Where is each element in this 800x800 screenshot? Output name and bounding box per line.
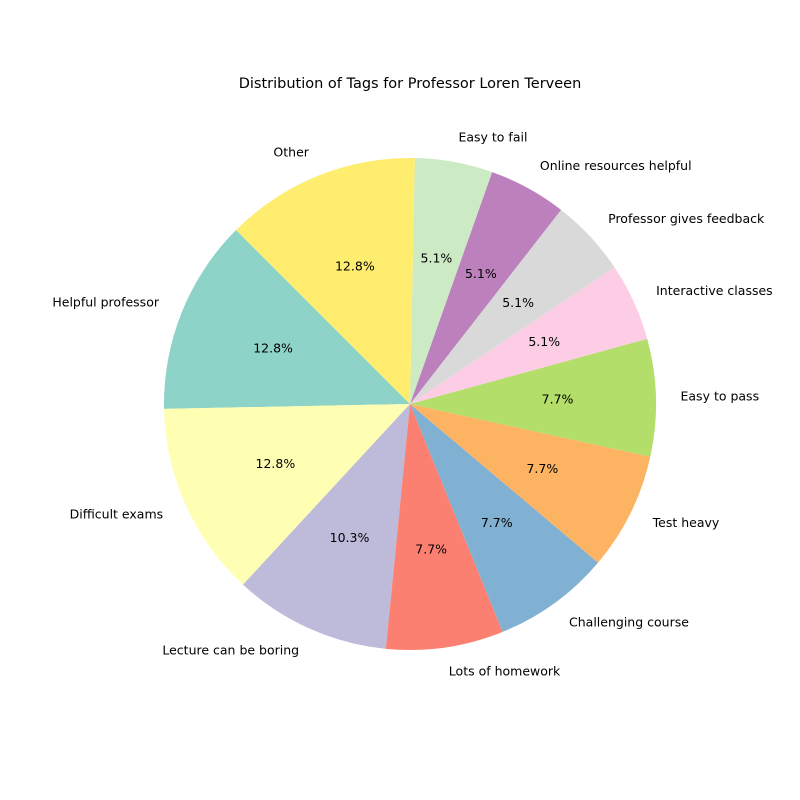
chart-title: Distribution of Tags for Professor Loren…: [239, 76, 582, 92]
percent-label: 7.7%: [415, 542, 447, 557]
percent-label: 12.8%: [335, 259, 375, 274]
percent-label: 7.7%: [542, 392, 574, 407]
category-label: Lots of homework: [449, 663, 561, 678]
percent-label: 5.1%: [502, 295, 534, 310]
category-label: Interactive classes: [656, 283, 773, 298]
percent-label: 5.1%: [465, 266, 497, 281]
category-label: Easy to fail: [458, 129, 527, 144]
pie-slice-interactive-classes: [410, 267, 648, 404]
pie-slice-lecture-can-be-boring: [243, 404, 410, 649]
percent-label: 7.7%: [526, 461, 558, 476]
category-label: Online resources helpful: [540, 158, 692, 173]
percent-labels: 12.8% 12.8% 10.3% 7.7% 7.7% 7.7% 7.7% 5.1% 5.1% 5…: [253, 250, 573, 556]
pie-slices: [164, 158, 656, 650]
pie-slice-difficult-exams: [164, 404, 410, 585]
pie-slice-easy-to-pass: [410, 338, 656, 457]
percent-label: 12.8%: [256, 456, 296, 471]
category-label: Easy to pass: [681, 388, 760, 403]
category-label: Test heavy: [652, 515, 720, 530]
pie-slice-lots-of-homework: [385, 404, 503, 650]
category-label: Helpful professor: [52, 294, 159, 309]
category-label: Lecture can be boring: [162, 642, 299, 657]
category-label: Challenging course: [569, 614, 689, 629]
percent-label: 5.1%: [528, 334, 560, 349]
percent-label: 5.1%: [421, 250, 453, 265]
percent-label: 12.8%: [253, 340, 293, 355]
pie-slice-challenging-course: [410, 404, 599, 632]
pie-slice-test-heavy: [410, 404, 651, 563]
category-label: Difficult exams: [70, 506, 164, 521]
pie-slice-online-resources-helpful: [410, 172, 562, 404]
pie-slice-other: [236, 158, 415, 404]
pie-slice-helpful-professor: [164, 230, 410, 409]
pie-slice-professor-gives-feedback: [410, 209, 615, 404]
category-label: Other: [273, 144, 309, 159]
percent-label: 7.7%: [481, 515, 513, 530]
percent-label: 10.3%: [330, 530, 370, 545]
pie-slice-easy-to-fail: [410, 158, 493, 404]
category-label: Professor gives feedback: [608, 211, 765, 226]
category-labels: Helpful professor Difficult exams Lecture …: [52, 129, 772, 678]
